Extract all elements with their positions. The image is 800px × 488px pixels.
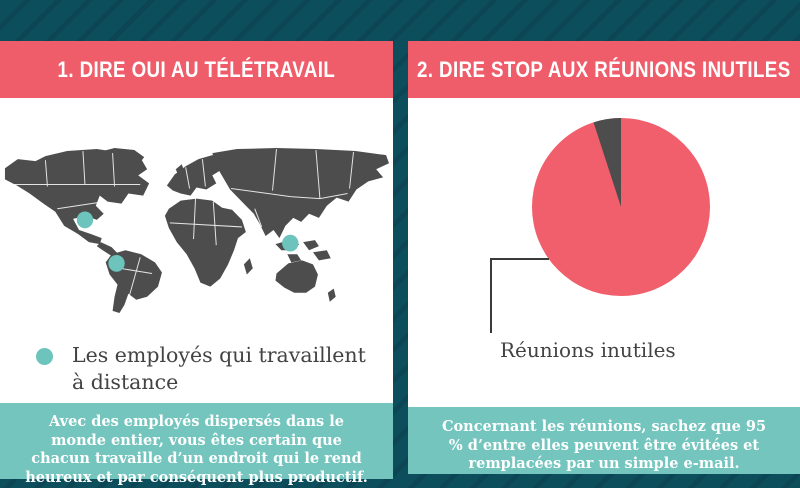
left-footer-text: Avec des employés dispersés dans le mond… <box>25 413 368 486</box>
map-marker <box>76 211 94 229</box>
left-panel-body: Les employés qui travaillent à distance <box>0 98 393 403</box>
map-marker <box>282 234 299 252</box>
map-marker <box>108 254 125 272</box>
right-footer: Concernant les réunions, sachez que 95 %… <box>408 407 800 474</box>
island-uk <box>175 164 185 177</box>
continent-africa <box>164 198 246 287</box>
world-map <box>4 148 390 313</box>
continents <box>4 148 390 313</box>
remote-worker-markers <box>76 211 299 272</box>
panel-teletravail: 1. DIRE OUI AU TÉLÉTRAVAIL <box>0 41 393 486</box>
left-header-bar: 1. DIRE OUI AU TÉLÉTRAVAIL <box>0 41 393 98</box>
right-header-bar: 2. DIRE STOP AUX RÉUNIONS INUTILES <box>408 41 800 98</box>
central-america <box>96 242 118 258</box>
continent-europe <box>166 155 227 196</box>
legend-label: Les employés qui travaillent à distance <box>72 343 366 394</box>
country-borders <box>13 148 354 296</box>
callout-line-vertical <box>490 258 492 333</box>
island-japan <box>295 181 309 200</box>
pie-slice-small <box>593 118 621 207</box>
continent-australia <box>275 260 318 293</box>
continent-north-america <box>4 149 150 245</box>
callout-line-horizontal <box>490 258 549 260</box>
island-madagascar <box>243 258 253 275</box>
map-legend: Les employés qui travaillent à distance <box>36 342 372 396</box>
left-header-title: 1. DIRE OUI AU TÉLÉTRAVAIL <box>57 56 336 82</box>
right-header-title: 2. DIRE STOP AUX RÉUNIONS INUTILES <box>417 56 791 82</box>
right-footer-text: Concernant les réunions, sachez que 95 %… <box>441 418 767 472</box>
panel-reunions: 2. DIRE STOP AUX RÉUNIONS INUTILES Réuni… <box>408 41 800 474</box>
pie-label: Réunions inutiles <box>500 338 676 362</box>
island-new-zealand <box>327 288 336 302</box>
left-footer: Avec des employés dispersés dans le mond… <box>0 403 393 486</box>
legend-dot-icon <box>36 348 53 365</box>
pie-chart <box>532 118 710 296</box>
right-panel-body: Réunions inutiles <box>408 98 800 407</box>
